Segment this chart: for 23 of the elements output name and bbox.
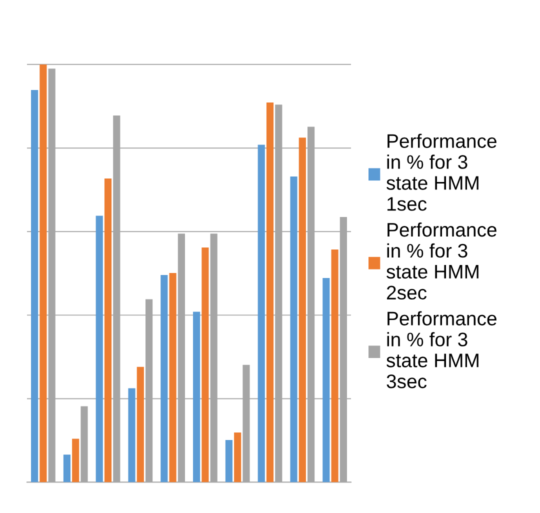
bar <box>31 90 38 482</box>
legend-label: Performance in % for 3 state HMM 2sec <box>386 222 496 300</box>
bar <box>258 144 265 482</box>
legend-label: Performance in % for 3 state HMM 1sec <box>386 134 496 211</box>
bar <box>104 178 112 482</box>
bar <box>169 272 176 482</box>
bar <box>160 275 168 482</box>
bar <box>298 138 306 482</box>
bar <box>225 440 232 482</box>
bar <box>290 176 298 482</box>
bar <box>63 454 70 482</box>
bar <box>234 432 242 482</box>
bar <box>322 278 330 482</box>
legend-label: Performance in % for 3 state HMM 3sec <box>386 311 496 388</box>
bar <box>40 64 47 482</box>
bar <box>202 247 209 482</box>
bar <box>96 216 103 482</box>
bar <box>72 438 80 482</box>
bar <box>193 312 200 482</box>
bar <box>331 250 338 482</box>
bar <box>128 388 136 482</box>
bar <box>136 366 144 482</box>
bar <box>266 102 274 482</box>
